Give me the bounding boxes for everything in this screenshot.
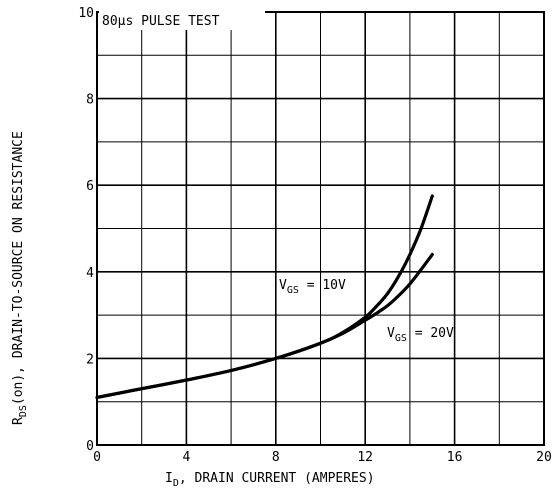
- y-tick-label: 6: [86, 179, 94, 194]
- series-label-20v-rest: = 20V: [407, 326, 454, 341]
- series-line-vgs-20v: [95, 252, 434, 399]
- x-axis-label-prefix: I: [165, 471, 173, 486]
- y-tick-label: 10: [78, 6, 94, 21]
- x-axis-label-sub: D: [173, 478, 179, 489]
- y-tick-label: 2: [86, 352, 94, 367]
- y-tick-labels: 0 2 4 6 8 10: [78, 6, 94, 454]
- plot-frame: [96, 11, 545, 446]
- y-tick-label: 0: [86, 439, 94, 454]
- pulse-test-annotation: 80μs PULSE TEST: [102, 14, 220, 29]
- x-tick-label: 8: [272, 450, 280, 465]
- series-label-20v-prefix: V: [387, 326, 395, 341]
- svg-text:VGS = 20V: VGS = 20V: [387, 326, 454, 344]
- y-tick-label: 8: [86, 93, 94, 108]
- x-axis-label-rest: , DRAIN CURRENT (AMPERES): [179, 471, 375, 486]
- y-axis-label-prefix: R: [11, 417, 26, 425]
- series-label-10v-rest: = 10V: [299, 278, 346, 293]
- annotation-background: [99, 11, 265, 30]
- x-tick-labels: 0 4 8 12 16 20: [93, 450, 552, 465]
- series-label-vgs-10v: VGS = 10V: [279, 278, 346, 296]
- y-axis-label-rest: (on), DRAIN-TO-SOURCE ON RESISTANCE: [11, 131, 26, 405]
- x-tick-label: 16: [447, 450, 463, 465]
- y-axis-label-sub: DS: [18, 405, 29, 417]
- series-label-10v-sub: GS: [287, 285, 299, 296]
- x-tick-label: 0: [93, 450, 101, 465]
- svg-text:VGS = 10V: VGS = 10V: [279, 278, 346, 296]
- x-tick-label: 4: [182, 450, 190, 465]
- y-axis-label: RDS(on), DRAIN-TO-SOURCE ON RESISTANCE: [11, 131, 29, 425]
- series-line-vgs-10v: [95, 194, 434, 399]
- series-lines: [95, 194, 434, 399]
- series-label-10v-prefix: V: [279, 278, 287, 293]
- series-label-20v-sub: GS: [395, 333, 407, 344]
- x-tick-label: 12: [357, 450, 373, 465]
- grid: [96, 11, 545, 446]
- y-tick-label: 4: [86, 266, 94, 281]
- series-label-vgs-20v: VGS = 20V: [387, 326, 454, 344]
- x-tick-label: 20: [536, 450, 552, 465]
- x-axis-label: ID, DRAIN CURRENT (AMPERES): [165, 471, 375, 489]
